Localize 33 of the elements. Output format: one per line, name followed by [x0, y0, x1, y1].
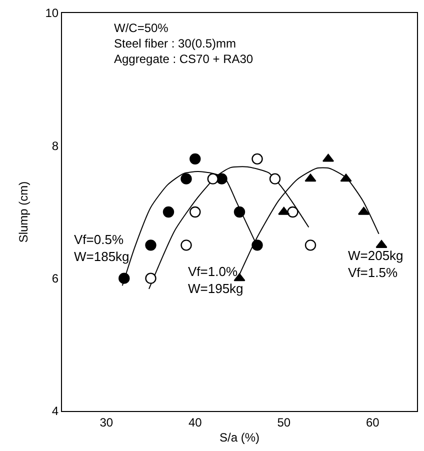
point	[278, 206, 290, 215]
y-axis-title: Slump (cm)	[16, 181, 31, 243]
annotation: Vf=1.0% W=195kg	[188, 264, 244, 296]
point	[180, 173, 192, 184]
x-tick-label: 30	[100, 415, 114, 430]
point	[252, 153, 263, 165]
point	[269, 173, 281, 184]
point	[207, 173, 218, 184]
point	[304, 240, 316, 251]
point	[145, 272, 156, 284]
point	[180, 240, 192, 251]
point	[162, 206, 174, 218]
point	[252, 240, 263, 251]
y-tick-label: 10	[45, 6, 59, 20]
point	[234, 206, 246, 218]
point	[304, 174, 316, 182]
x-tick-label: 60	[366, 415, 380, 430]
y-tick-label: 8	[52, 138, 59, 153]
y-tick-label: 4	[52, 404, 59, 418]
x-tick-label: 40	[188, 415, 202, 430]
annotation: W=205kg Vf=1.5%	[348, 248, 404, 280]
point	[340, 174, 352, 182]
x-axis-title: S/a (%)	[219, 430, 260, 444]
point	[376, 240, 388, 248]
x-tick-label: 50	[277, 415, 291, 430]
point	[118, 272, 130, 284]
y-tick-label: 6	[52, 272, 59, 286]
annotation: Vf=0.5% W=185kg	[74, 232, 130, 264]
point	[145, 240, 156, 251]
annotation: W/C=50% Steel fiber : 30(0.5)mm Aggregate : CS70 + RA30	[114, 21, 254, 66]
point	[287, 206, 298, 218]
point	[190, 153, 201, 165]
point	[190, 206, 201, 218]
